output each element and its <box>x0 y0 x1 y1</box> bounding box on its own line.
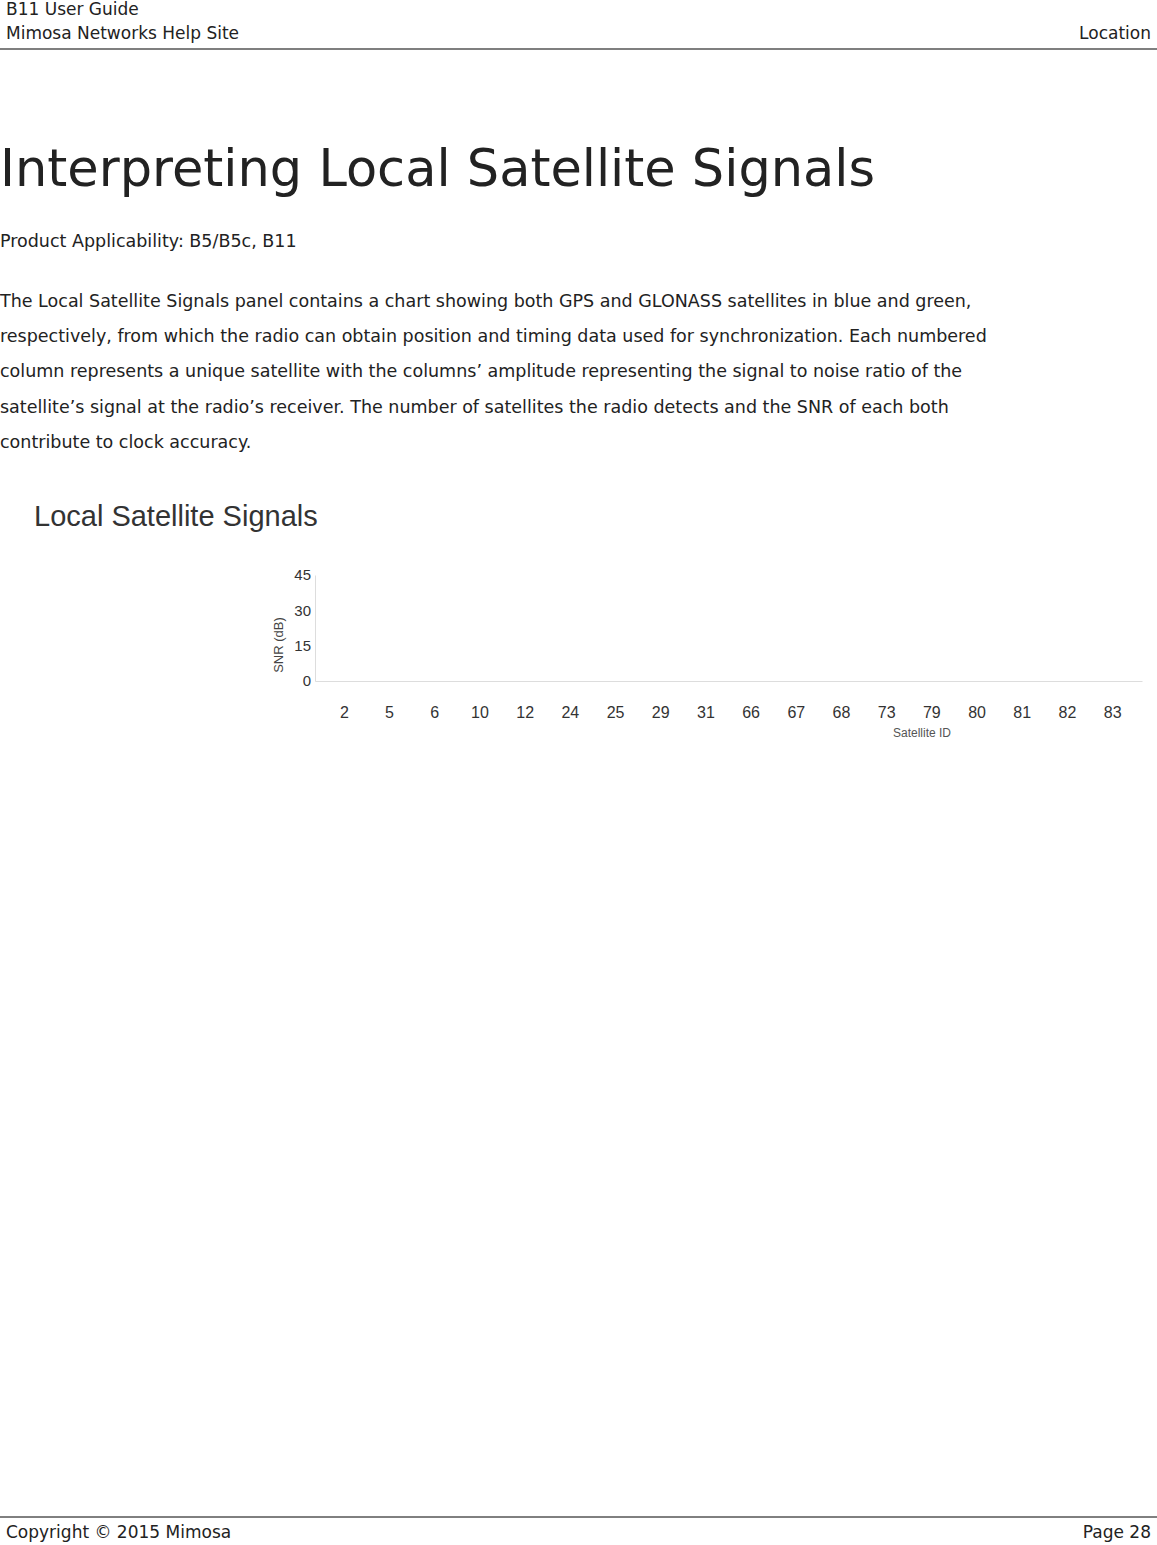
x-tick: 31 <box>697 681 715 721</box>
x-tick: 68 <box>833 681 851 721</box>
x-tick-label: 10 <box>471 704 489 721</box>
bar <box>600 681 632 682</box>
bar <box>780 681 812 682</box>
bar <box>555 681 587 682</box>
x-tick-label: 67 <box>787 704 805 721</box>
x-tick: 79 <box>923 681 941 721</box>
bar <box>916 681 948 682</box>
x-axis-line <box>316 681 1143 682</box>
x-tick: 82 <box>1059 681 1077 721</box>
bar <box>871 681 903 682</box>
chart: Local Satellite Signals01530452561012242… <box>34 500 1143 741</box>
footer-copyright: Copyright © 2015 Mimosa <box>6 1522 231 1542</box>
y-axis-title: SNR (dB) <box>271 617 286 673</box>
bar <box>690 681 722 682</box>
page: B11 User Guide Mimosa Networks Help Site L… <box>0 0 1157 1545</box>
x-tick: 24 <box>561 681 579 721</box>
bar <box>826 681 858 682</box>
bar <box>735 681 767 682</box>
bar <box>464 681 496 682</box>
x-tick-label: 12 <box>516 704 534 721</box>
x-tick: 73 <box>878 681 896 721</box>
x-tick: 81 <box>1013 681 1031 721</box>
y-tick-label: 15 <box>294 637 311 654</box>
x-tick-label: 24 <box>561 704 579 721</box>
header-site: Mimosa Networks Help Site <box>6 23 239 43</box>
page-title: Interpreting Local Satellite Signals <box>0 139 875 198</box>
y-axis-line <box>315 576 316 682</box>
paragraph-line: contribute to clock accuracy. <box>0 432 251 452</box>
x-tick: 5 <box>385 681 394 721</box>
x-tick-label: 31 <box>697 704 715 721</box>
bar <box>645 681 677 682</box>
x-tick: 2 <box>340 681 349 721</box>
x-tick-label: 25 <box>607 704 625 721</box>
paragraph-line: respectively, from which the radio can o… <box>0 326 987 346</box>
x-tick: 83 <box>1104 681 1122 721</box>
x-tick-label: 5 <box>385 704 394 721</box>
x-tick-label: 82 <box>1059 704 1077 721</box>
bar <box>329 681 361 682</box>
y-tick-label: 45 <box>294 566 311 583</box>
x-tick: 66 <box>742 681 760 721</box>
bar <box>509 681 541 682</box>
y-tick: 45 <box>294 566 315 583</box>
paragraph: The Local Satellite Signals panel contai… <box>0 291 987 452</box>
x-tick: 29 <box>652 681 670 721</box>
x-axis: 256101224252931666768737980818283 <box>316 681 1143 721</box>
header-rule <box>0 48 1157 49</box>
x-tick-label: 80 <box>968 704 986 721</box>
y-tick-label: 30 <box>294 602 311 619</box>
x-tick-label: 66 <box>742 704 760 721</box>
footer-page: Page 28 <box>1083 1522 1151 1542</box>
x-tick-label: 81 <box>1013 704 1031 721</box>
bar <box>419 681 451 682</box>
bar <box>961 681 993 682</box>
x-axis-title: Satellite ID <box>893 726 951 740</box>
x-tick: 67 <box>787 681 805 721</box>
x-tick-label: 83 <box>1104 704 1122 721</box>
paragraph-line: The Local Satellite Signals panel contai… <box>0 291 971 311</box>
y-tick-label: 0 <box>303 672 311 689</box>
header: B11 User Guide Mimosa Networks Help Site L… <box>0 0 1157 49</box>
footer-rule <box>0 1517 1157 1518</box>
x-tick-label: 73 <box>878 704 896 721</box>
x-tick-label: 29 <box>652 704 670 721</box>
x-tick-label: 2 <box>340 704 349 721</box>
bar <box>1006 681 1038 682</box>
x-tick: 6 <box>430 681 439 721</box>
chart-title: Local Satellite Signals <box>34 500 318 532</box>
x-tick-label: 68 <box>833 704 851 721</box>
applicability: Product Applicability: B5/B5c, B11 <box>0 231 297 251</box>
y-tick: 0 <box>303 672 315 689</box>
x-tick: 12 <box>516 681 534 721</box>
x-tick: 80 <box>968 681 986 721</box>
bar <box>1052 681 1084 682</box>
x-tick: 10 <box>471 681 489 721</box>
x-tick-label: 79 <box>923 704 941 721</box>
header-section: Location <box>1079 23 1151 43</box>
y-tick: 15 <box>294 637 315 654</box>
paragraph-line: satellite’s signal at the radio’s receiv… <box>0 397 949 417</box>
bar <box>1097 681 1129 682</box>
y-axis: 0 15 30 45 <box>294 566 315 689</box>
x-tick-label: 6 <box>430 704 439 721</box>
paragraph-line: column represents a unique satellite wit… <box>0 361 962 381</box>
footer: Copyright © 2015 Mimosa Page 28 <box>0 1517 1157 1542</box>
y-tick: 30 <box>294 602 315 619</box>
header-guide: B11 User Guide <box>6 0 139 19</box>
bar <box>374 681 406 682</box>
x-tick: 25 <box>607 681 625 721</box>
